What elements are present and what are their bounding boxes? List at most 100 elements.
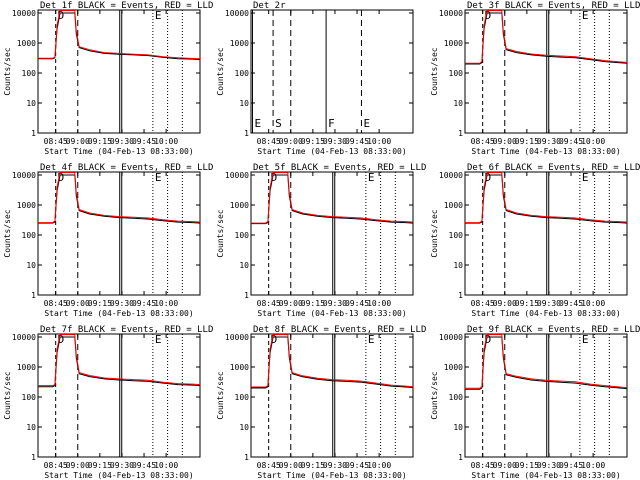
x-tick-label: 09:45 [132,299,156,308]
x-tick-label: 09:45 [345,461,369,470]
marker-label: D [58,333,65,346]
y-tick-label: 1000 [17,201,36,210]
x-tick-label: 09:15 [301,137,325,146]
y-tick-label: 1 [458,129,463,138]
y-tick-label: 100 [235,231,250,240]
y-tick-label: 100 [235,69,250,78]
panel-det-5f: Det 5f BLACK = Events, RED = LLD 1 10 100 10… [216,163,426,318]
y-tick-label: 100 [449,393,464,402]
y-tick-label: 10 [453,261,463,270]
y-tick-label: 10000 [439,9,463,18]
y-tick-label: 1 [31,291,36,300]
x-tick-label: 08:45 [257,461,281,470]
marker-label: D [271,333,278,346]
x-tick-label: 09:00 [493,299,517,308]
x-tick-label: 08:45 [44,137,68,146]
marker-label: S [275,117,282,130]
panel-det-6f: Det 6f BLACK = Events, RED = LLD 1 10 100 10… [430,163,640,318]
plot-frame [37,9,201,134]
x-tick-label: 10:00 [154,299,178,308]
panel-title: Det 9f BLACK = Events, RED = LLD [467,325,640,335]
series-lld-line [465,10,627,64]
y-tick-label: 10 [239,261,249,270]
y-axis-label: Counts/sec [3,371,12,419]
marker-label: E [254,117,261,130]
series-lld-line [465,334,627,389]
x-tick-label: 09:30 [537,137,561,146]
x-tick-label: 10:00 [581,461,605,470]
y-tick-label: 1000 [444,201,463,210]
y-tick-label: 1 [31,453,36,462]
y-tick-label: 1 [458,291,463,300]
y-tick-label: 100 [235,393,250,402]
y-tick-label: 1 [244,291,249,300]
plot-frame [250,9,414,134]
x-tick-label: 08:45 [44,299,68,308]
x-tick-label: 09:30 [110,461,134,470]
x-tick-label: 08:45 [257,137,281,146]
plot-frame [464,9,628,134]
y-tick-label: 1000 [444,39,463,48]
x-tick-label: 09:45 [559,137,583,146]
x-tick-label: 10:00 [581,137,605,146]
y-tick-label: 1000 [230,363,249,372]
y-tick-label: 10 [239,99,249,108]
x-tick-label: 09:15 [88,461,112,470]
y-tick-label: 1 [458,453,463,462]
x-tick-label: 09:45 [345,299,369,308]
x-axis-label: Start Time (04-Feb-13 08:33:00) [257,471,406,480]
x-tick-label: 09:00 [279,461,303,470]
x-axis-label: Start Time (04-Feb-13 08:33:00) [44,471,193,480]
plot-frame [250,333,414,458]
plot-frame [250,171,414,296]
panel-title: Det 6f BLACK = Events, RED = LLD [467,163,640,173]
y-tick-label: 1 [31,129,36,138]
x-axis-label: Start Time (04-Feb-13 08:33:00) [257,309,406,318]
x-tick-label: 10:00 [367,137,391,146]
y-axis-label: Counts/sec [3,209,12,257]
x-axis-label: Start Time (04-Feb-13 08:33:00) [44,147,193,156]
y-tick-label: 10000 [12,9,36,18]
panel-title: Det 5f BLACK = Events, RED = LLD [253,163,426,173]
x-axis-label: Start Time (04-Feb-13 08:33:00) [471,471,620,480]
series-lld-line [38,334,200,387]
marker-label: D [58,171,65,184]
x-tick-label: 09:00 [66,299,90,308]
x-tick-label: 09:30 [323,461,347,470]
x-tick-label: 09:45 [559,299,583,308]
x-axis-label: Start Time (04-Feb-13 08:33:00) [471,309,620,318]
y-axis-label: Counts/sec [216,209,225,257]
x-tick-label: 08:45 [471,461,495,470]
x-tick-label: 09:30 [110,299,134,308]
x-tick-label: 09:15 [88,137,112,146]
x-tick-label: 10:00 [367,299,391,308]
x-tick-label: 10:00 [154,137,178,146]
y-axis-label: Counts/sec [430,371,439,419]
x-tick-label: 09:45 [559,461,583,470]
panel-det-2r: Det 2r 1 10 100 1000 10000 Counts/sec 08:4509:0… [216,1,414,156]
marker-label: E [363,117,370,130]
y-axis-label: Counts/sec [216,371,225,419]
y-tick-label: 1 [244,453,249,462]
marker-label: E [368,333,375,346]
x-tick-label: 09:45 [132,137,156,146]
marker-label: D [485,9,492,22]
x-tick-label: 09:15 [301,299,325,308]
series-lld-line [38,10,200,60]
y-tick-label: 100 [22,393,37,402]
y-tick-label: 100 [449,69,464,78]
y-tick-label: 100 [22,231,37,240]
x-axis-label: Start Time (04-Feb-13 08:33:00) [257,147,406,156]
series-lld-line [251,334,413,388]
panel-title: Det 4f BLACK = Events, RED = LLD [40,163,213,173]
y-tick-label: 10000 [12,171,36,180]
y-axis-label: Counts/sec [430,47,439,95]
x-tick-label: 09:45 [345,137,369,146]
x-tick-label: 09:15 [515,137,539,146]
marker-label: D [271,171,278,184]
y-tick-label: 10000 [225,333,249,342]
x-tick-label: 09:30 [110,137,134,146]
y-tick-label: 100 [449,231,464,240]
x-tick-label: 09:30 [537,461,561,470]
